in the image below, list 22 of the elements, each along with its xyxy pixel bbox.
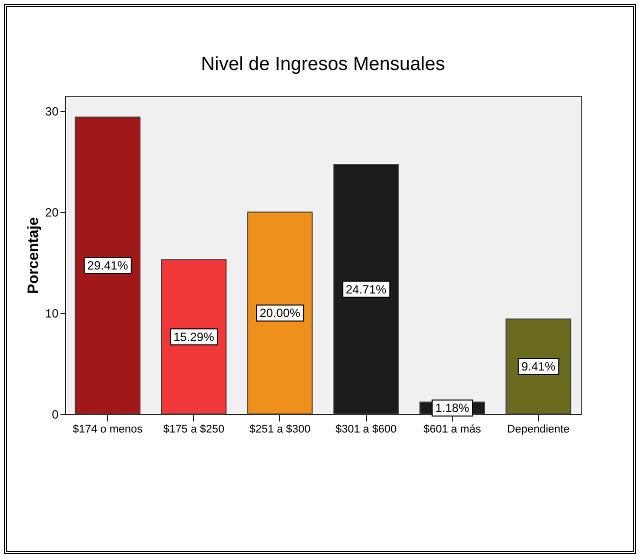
x-tick-label: Dependiente	[507, 424, 570, 436]
bar	[160, 259, 227, 414]
y-tick-label: 0	[52, 408, 59, 422]
data-label: 9.41%	[521, 360, 556, 374]
y-tick-label: 20	[45, 206, 59, 220]
y-axis-title: Porcentaje	[25, 217, 42, 294]
x-tick-label: $301 a $600	[335, 424, 397, 436]
data-label: 1.18%	[435, 401, 470, 416]
chart-title: Nivel de Ingresos Mensuales	[201, 54, 445, 75]
x-tick-label: $174 o menos	[72, 424, 143, 436]
data-label: 20.00%	[260, 306, 301, 320]
bar	[333, 164, 399, 414]
x-tick-label: $601 a más	[423, 424, 482, 436]
data-label: 24.71%	[346, 282, 387, 296]
bar	[247, 212, 313, 414]
y-tick-label: 30	[45, 104, 59, 119]
y-tick-label: 10	[45, 306, 59, 321]
x-tick-label: $251 a $300	[249, 424, 311, 436]
data-label: 15.29%	[173, 330, 214, 344]
x-tick-label: $175 a $250	[163, 424, 224, 436]
bar	[74, 116, 140, 414]
data-label: 29.41%	[87, 258, 128, 273]
